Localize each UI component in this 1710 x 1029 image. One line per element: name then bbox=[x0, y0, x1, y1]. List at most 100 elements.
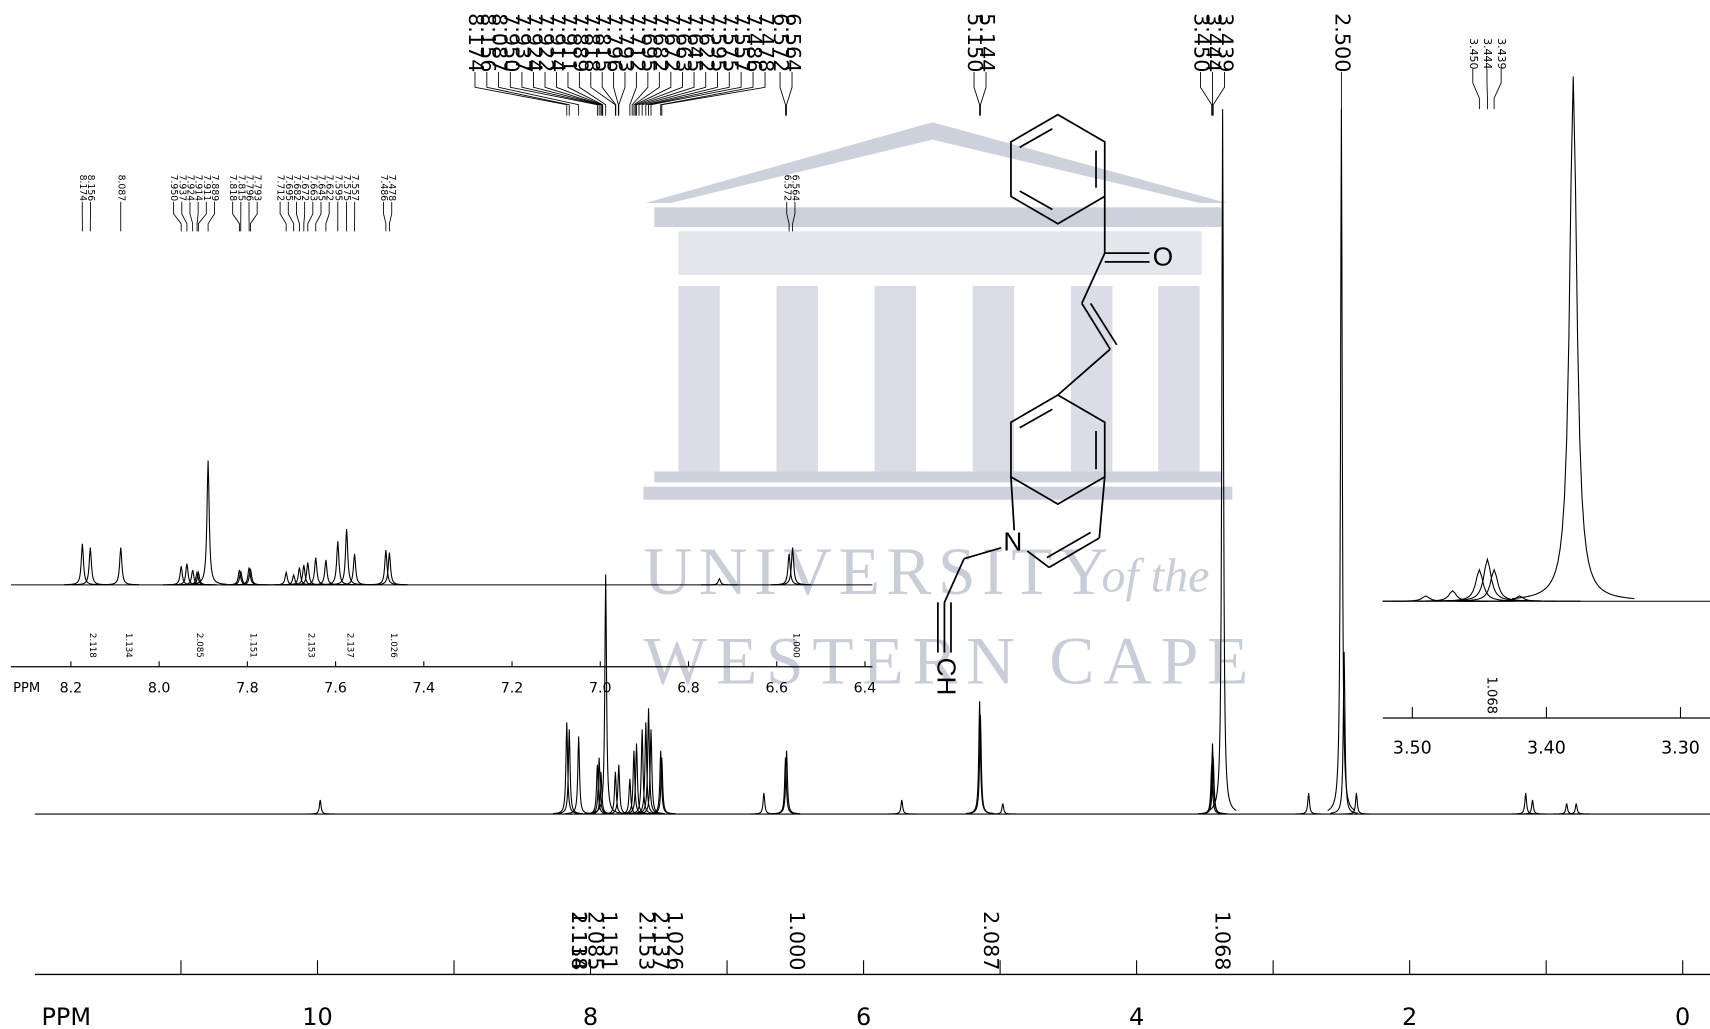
peak-label: 7.575 bbox=[718, 13, 742, 72]
peak-label-leader bbox=[629, 72, 637, 116]
peak bbox=[1512, 76, 1635, 600]
peak bbox=[222, 571, 260, 586]
bond bbox=[1057, 348, 1111, 396]
peak-label: 5.144 bbox=[975, 13, 999, 72]
peak-label: 8.156 bbox=[85, 175, 96, 202]
peak-label-leader bbox=[173, 201, 182, 232]
peak-label: 6.572 bbox=[769, 13, 793, 72]
peak-label: 7.937 bbox=[176, 175, 187, 202]
peak bbox=[1342, 792, 1371, 815]
integral-label: 1.068 bbox=[1210, 911, 1234, 970]
peak bbox=[319, 541, 357, 586]
bond bbox=[963, 546, 1002, 560]
atom-label: CH bbox=[932, 658, 962, 696]
peak-label: 7.815 bbox=[591, 13, 615, 72]
peak-label: 7.478 bbox=[386, 175, 397, 202]
peak-label: 7.937 bbox=[511, 13, 535, 72]
x-tick-label: 7.6 bbox=[324, 681, 347, 697]
peak-label: 3.450 bbox=[1189, 13, 1213, 72]
peak-label-leader bbox=[303, 201, 306, 232]
peak-label: 7.911 bbox=[201, 175, 212, 202]
integral-label: 2.085 bbox=[583, 911, 607, 970]
peak-label-leader bbox=[486, 72, 570, 116]
peak-label: 7.595 bbox=[706, 13, 730, 72]
peak bbox=[189, 460, 227, 585]
peak-label-leader bbox=[567, 72, 604, 116]
watermark-step bbox=[654, 471, 1222, 483]
integral-label: 2.118 bbox=[87, 633, 97, 658]
peak-label: 7.914 bbox=[546, 13, 570, 72]
peak-label: 8.087 bbox=[488, 13, 512, 72]
peak bbox=[71, 547, 109, 586]
peak-label-leader bbox=[196, 201, 199, 232]
peak bbox=[232, 568, 269, 586]
peak-label-leader bbox=[792, 201, 796, 232]
peak bbox=[774, 547, 811, 586]
peak bbox=[601, 771, 630, 815]
peak-label: 7.818 bbox=[580, 13, 604, 72]
x-tick-label: 2 bbox=[1402, 1003, 1417, 1029]
peak-label-leader bbox=[189, 201, 194, 232]
peak-label: 7.712 bbox=[625, 13, 649, 72]
peak-label: 7.595 bbox=[332, 175, 343, 202]
x-axis-label: PPM bbox=[13, 681, 40, 696]
peak-label: 7.815 bbox=[235, 175, 246, 202]
peak-label-leader bbox=[1200, 72, 1213, 116]
peak-label-leader bbox=[181, 201, 188, 232]
watermark-text: of the bbox=[1101, 550, 1209, 603]
structure: O N CH bbox=[932, 113, 1173, 696]
x-tick-label: 10 bbox=[302, 1003, 333, 1029]
integral-label: 2.118 bbox=[567, 911, 591, 970]
x-tick-label: 6.6 bbox=[765, 681, 788, 697]
bond bbox=[1010, 476, 1016, 531]
peak bbox=[750, 792, 778, 815]
peak bbox=[555, 729, 584, 815]
peak-label: 6.572 bbox=[781, 175, 792, 202]
peak bbox=[1458, 595, 1581, 602]
peak bbox=[1562, 803, 1590, 815]
peak-label-leader bbox=[1493, 68, 1502, 110]
peak-label: 7.672 bbox=[299, 175, 310, 202]
bond bbox=[1026, 550, 1050, 569]
integral-label: 1.026 bbox=[388, 633, 398, 658]
peak-label: 7.695 bbox=[283, 175, 294, 202]
peak bbox=[1418, 568, 1541, 602]
peak bbox=[583, 764, 612, 815]
peak-label-leader bbox=[197, 201, 207, 232]
peak-label-leader bbox=[786, 201, 790, 232]
integral-label: 2.153 bbox=[305, 633, 315, 658]
watermark-entablature bbox=[654, 207, 1222, 227]
peak bbox=[1511, 792, 1540, 815]
integral-label: 1.151 bbox=[248, 633, 258, 658]
integral-label: 2.153 bbox=[635, 911, 659, 970]
bond bbox=[1019, 190, 1053, 211]
x-axis-label: PPM bbox=[41, 1003, 91, 1029]
integral-label: 1.151 bbox=[598, 911, 622, 970]
peak-label: 7.682 bbox=[648, 13, 672, 72]
peak-label: 7.622 bbox=[695, 13, 719, 72]
x-tick-label: 6.4 bbox=[854, 681, 877, 697]
peak-label: 3.444 bbox=[1201, 13, 1225, 72]
peak-label-leader bbox=[634, 72, 672, 116]
peak-label: 7.672 bbox=[660, 13, 684, 72]
peak bbox=[966, 715, 995, 815]
peak bbox=[648, 757, 676, 815]
peak-label-leader bbox=[661, 72, 766, 116]
peak-label-leader bbox=[786, 72, 793, 116]
peak-label-leader bbox=[307, 201, 314, 232]
integral-label: 1.134 bbox=[567, 911, 591, 970]
bond bbox=[1081, 252, 1106, 304]
peak-label: 3.444 bbox=[1481, 38, 1494, 69]
peak-label: 7.818 bbox=[227, 175, 238, 202]
peak bbox=[888, 799, 916, 815]
peak-label: 7.922 bbox=[534, 13, 558, 72]
peak-label-leader bbox=[636, 72, 683, 116]
watermark-step bbox=[643, 486, 1233, 500]
peak-label: 7.663 bbox=[307, 175, 318, 202]
watermark-text: WESTERN CAPE bbox=[643, 623, 1257, 698]
peak-label: 8.156 bbox=[476, 13, 500, 72]
peak-label: 6.564 bbox=[789, 175, 800, 202]
peak-label-leader bbox=[315, 201, 322, 232]
peak-label: 7.914 bbox=[193, 175, 204, 202]
